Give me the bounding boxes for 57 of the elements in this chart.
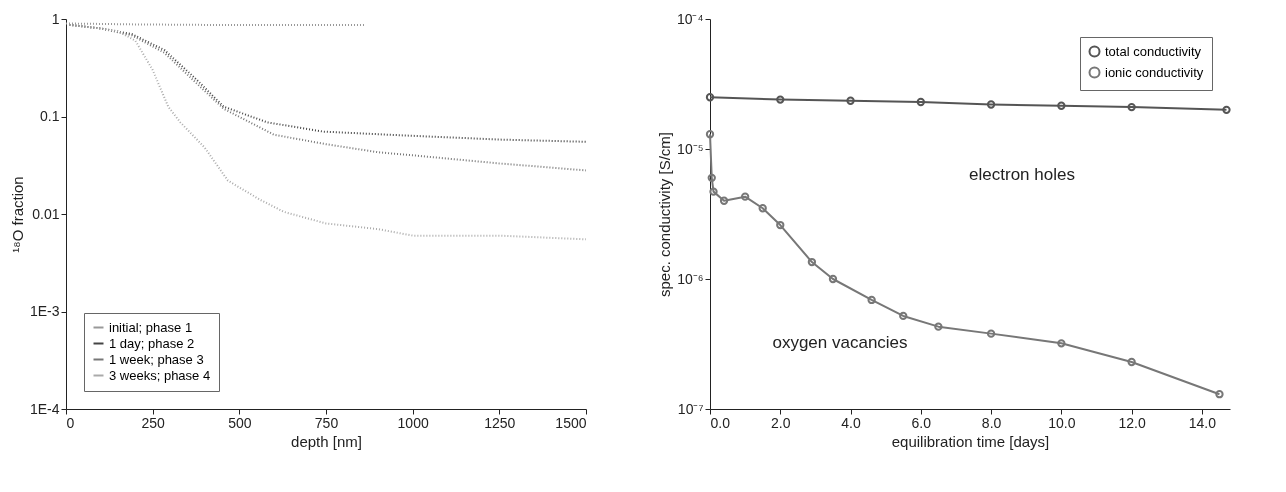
point (867, 295, 876, 305)
y-tick-label: 10⁻⁷ (677, 400, 704, 417)
point (1057, 101, 1066, 110)
y-tick-label: 0.01 (32, 205, 60, 222)
x-tick-label: 1500 (555, 414, 587, 431)
legend-label: 1 day; phase 2 (109, 335, 195, 351)
point (1057, 339, 1066, 348)
legend-label: total conductivity (1105, 43, 1202, 59)
point (776, 95, 785, 104)
x-tick-label: 0.0 (710, 414, 731, 431)
point (899, 311, 908, 321)
point (719, 196, 729, 205)
point (828, 274, 838, 284)
point (986, 100, 996, 109)
point (1127, 102, 1136, 112)
y-tick-label: 0.1 (40, 108, 60, 124)
x-tick-label: 4.0 (841, 414, 861, 431)
x-tick-label: 250 (141, 414, 166, 431)
point (776, 220, 785, 230)
x-tick-label: 500 (228, 414, 252, 431)
y-tick-label: 1E-3 (29, 303, 60, 319)
point (707, 173, 716, 182)
annotation: electron holes (969, 165, 1075, 184)
point (709, 187, 718, 196)
y-tick-label: 10⁻⁴ (676, 10, 704, 27)
point (807, 257, 817, 267)
point (934, 322, 943, 331)
y-tick-label: 1 (51, 10, 60, 27)
x-tick-label: 8.0 (981, 414, 1002, 431)
point (986, 329, 996, 338)
x-tick-label: 1250 (484, 414, 516, 431)
line-series (68, 23, 587, 241)
legend-label: 3 weeks; phase 4 (109, 367, 211, 383)
legend-label: 1 week; phase 3 (109, 351, 204, 367)
x-tick-label: 1000 (397, 414, 429, 431)
y-tick-label: 1E-4 (29, 400, 60, 417)
x-tick-label: 12.0 (1118, 414, 1146, 431)
point (846, 96, 855, 105)
point (758, 204, 767, 213)
x-tick-label: 0 (66, 414, 75, 431)
point (1127, 357, 1136, 367)
x-axis-title: equilibration time [days] (891, 432, 1050, 450)
x-tick-label: 750 (314, 414, 339, 431)
y-axis-title: ¹⁸O fraction (8, 176, 26, 253)
y-tick-label: 10⁻⁵ (677, 140, 704, 157)
legend-label: ionic conductivity (1105, 64, 1204, 80)
y-axis-title: spec. conductivity [S/cm] (655, 131, 673, 298)
point (740, 192, 750, 201)
x-tick-label: 14.0 (1188, 414, 1217, 431)
x-axis-title: depth [nm] (291, 432, 362, 450)
legend-label: initial; phase 1 (109, 319, 193, 335)
annotation: oxygen vacancies (772, 332, 908, 352)
x-tick-label: 2.0 (771, 414, 791, 431)
x-tick-label: 10.0 (1048, 414, 1076, 431)
x-tick-label: 6.0 (911, 414, 932, 431)
y-tick-label: 10⁻⁶ (677, 270, 704, 287)
point (916, 97, 925, 107)
